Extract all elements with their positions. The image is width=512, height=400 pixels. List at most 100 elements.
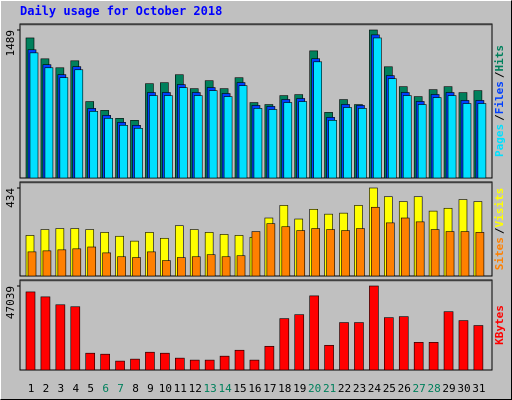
legend: Sites /Visits — [493, 188, 506, 271]
bar — [164, 95, 173, 179]
bar — [283, 102, 293, 179]
x-tick-label: 2 — [43, 382, 50, 395]
bar — [328, 120, 337, 179]
bar — [266, 223, 276, 277]
bar — [417, 104, 427, 179]
x-tick-label: 17 — [263, 382, 276, 395]
bar — [343, 107, 352, 179]
legend-entry: Files — [493, 81, 506, 114]
bar — [59, 77, 69, 179]
x-tick-label: 30 — [457, 382, 470, 395]
bar — [115, 360, 125, 371]
bar — [445, 231, 455, 277]
bar — [415, 221, 425, 277]
bar — [87, 246, 97, 277]
bar — [339, 322, 349, 371]
bar — [70, 306, 81, 371]
bar — [104, 118, 113, 179]
bar — [27, 251, 37, 277]
bar — [117, 256, 126, 277]
legend-entry: Sites — [493, 237, 506, 270]
bar — [369, 285, 379, 371]
bar — [42, 250, 52, 277]
bar — [447, 95, 457, 179]
bar — [371, 206, 380, 277]
bar — [238, 85, 248, 179]
legend-separator: / — [493, 227, 506, 234]
x-tick-label: 12 — [189, 382, 202, 395]
bar — [149, 95, 158, 179]
bar — [473, 325, 484, 371]
x-tick-label: 24 — [368, 382, 382, 395]
bar — [193, 95, 203, 179]
bar — [264, 345, 275, 371]
bar — [428, 342, 439, 371]
bar — [219, 355, 230, 371]
bar — [130, 358, 140, 371]
x-tick-label: 6 — [102, 382, 109, 395]
bar — [324, 344, 334, 371]
bar — [386, 222, 395, 277]
bar — [311, 228, 320, 277]
bar — [413, 342, 424, 371]
x-tick-label: 11 — [174, 382, 187, 395]
bar — [100, 353, 110, 371]
y-tick-label: 434 — [4, 188, 17, 208]
bar — [462, 103, 472, 179]
bar — [313, 61, 322, 179]
bar — [145, 351, 155, 371]
x-tick-label: 13 — [204, 382, 217, 395]
bar — [221, 256, 231, 277]
bar — [477, 103, 487, 179]
bar — [147, 251, 156, 277]
bar — [160, 352, 170, 371]
chart-title: Daily usage for October 2018 — [20, 4, 222, 18]
bar — [179, 87, 188, 179]
legend: Pages/Files/Hits — [493, 45, 506, 157]
bar — [373, 37, 382, 179]
bar — [175, 357, 185, 371]
bar — [72, 248, 82, 277]
bar — [475, 232, 485, 277]
bar — [119, 125, 128, 179]
bar — [402, 95, 412, 179]
bar — [251, 231, 261, 277]
bar — [268, 109, 278, 179]
bar — [388, 78, 397, 179]
bar — [400, 217, 410, 277]
legend-entry: Visits — [493, 188, 506, 228]
bar — [341, 230, 350, 277]
x-tick-label: 19 — [293, 382, 306, 395]
x-tick-label: 18 — [278, 382, 291, 395]
x-tick-label: 31 — [472, 382, 485, 395]
x-tick-label: 9 — [147, 382, 154, 395]
x-tick-label: 23 — [353, 382, 366, 395]
legend-entry: KBytes — [493, 305, 506, 345]
bar — [296, 230, 306, 277]
bar — [85, 352, 96, 371]
bar — [74, 69, 84, 179]
bar — [326, 229, 335, 277]
x-tick-label: 28 — [427, 382, 440, 395]
bar — [354, 322, 364, 371]
bar — [279, 318, 290, 371]
bar — [177, 257, 186, 277]
bar — [294, 314, 305, 371]
bar — [162, 260, 171, 277]
legend-entry: Pages — [493, 124, 506, 157]
bar — [189, 359, 200, 371]
bar — [223, 96, 233, 179]
legend-entry: Hits — [493, 45, 506, 72]
bar — [206, 254, 216, 277]
x-tick-label: 5 — [87, 382, 94, 395]
bar — [40, 296, 51, 371]
y-tick-label: 1489 — [4, 30, 17, 57]
bar — [234, 349, 245, 371]
x-tick-label: 1 — [28, 382, 35, 395]
x-tick-label: 10 — [159, 382, 172, 395]
legend-separator: / — [493, 114, 506, 121]
bar — [443, 311, 454, 371]
bar — [132, 257, 141, 277]
bar — [55, 304, 66, 371]
x-tick-label: 14 — [218, 382, 232, 395]
